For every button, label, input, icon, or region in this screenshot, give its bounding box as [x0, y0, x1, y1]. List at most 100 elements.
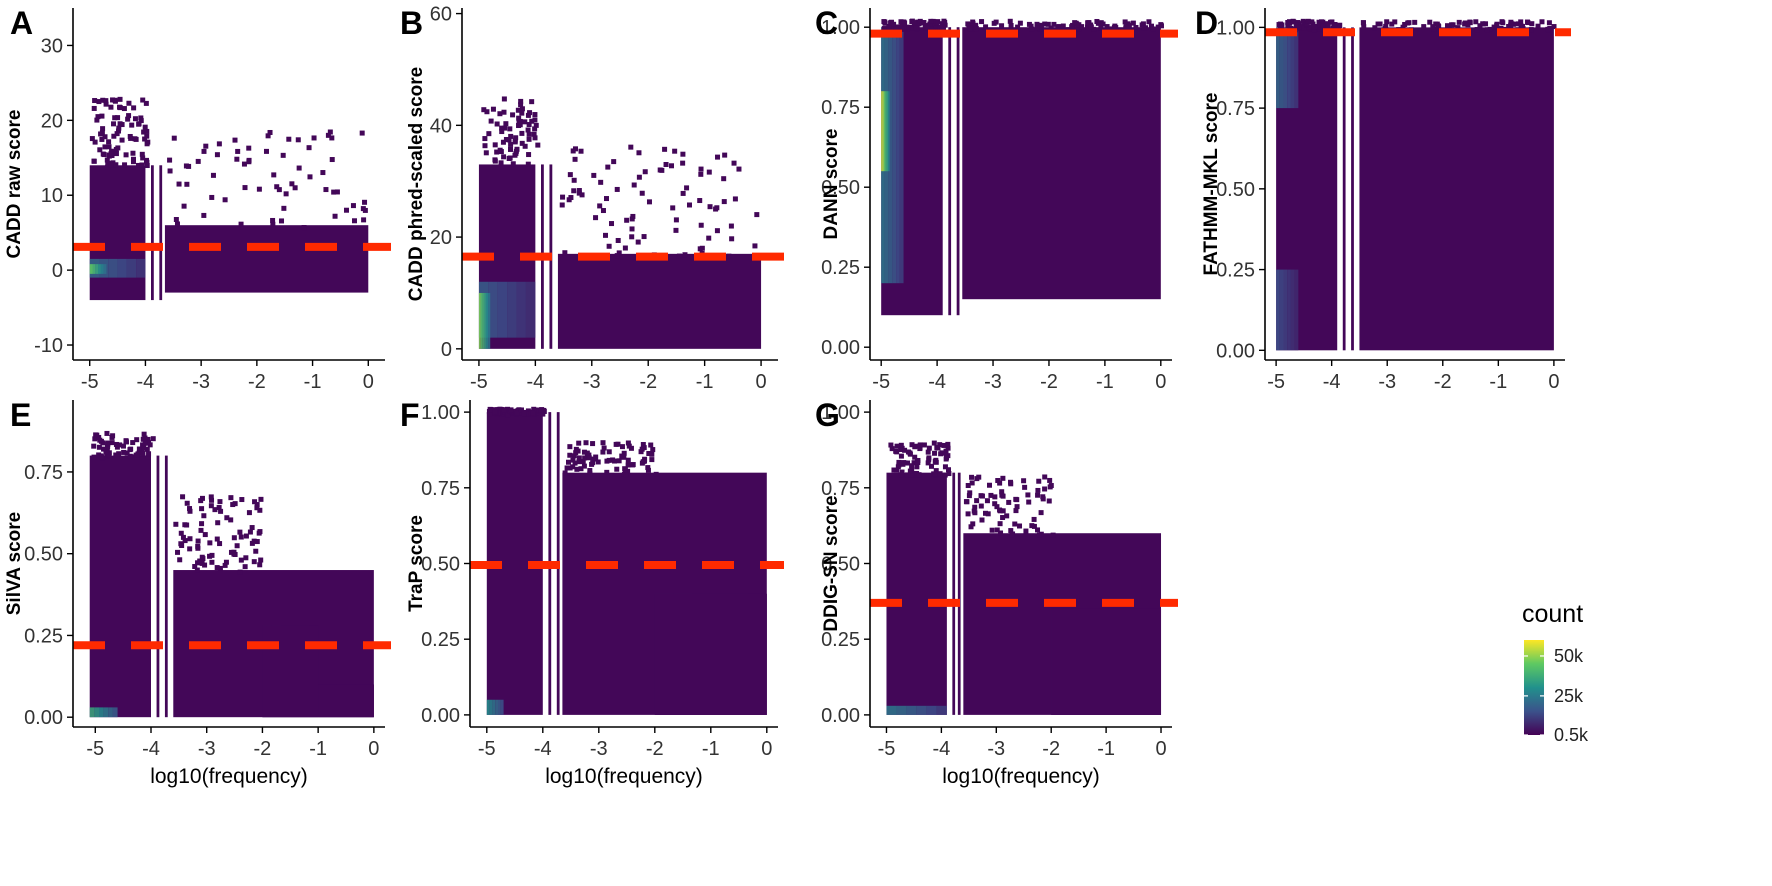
- sparse-cell: [214, 152, 220, 158]
- sparse-cell: [207, 553, 213, 559]
- sparse-cell: [729, 236, 735, 242]
- sparse-cell: [1430, 24, 1436, 30]
- sparse-cell: [582, 455, 588, 461]
- sparse-cell: [1305, 18, 1311, 24]
- sparse-cell: [916, 472, 922, 478]
- sparse-cell: [625, 440, 631, 446]
- sparse-cell: [243, 555, 249, 561]
- sparse-cell: [247, 529, 253, 535]
- sparse-cell: [567, 465, 573, 471]
- x-tick-label: -1: [1097, 738, 1115, 760]
- sparse-cell: [680, 190, 686, 196]
- sparse-cell: [173, 521, 179, 527]
- sparse-cell: [662, 146, 668, 152]
- sparse-cell: [216, 505, 222, 511]
- sparse-cell: [1515, 21, 1521, 27]
- y-tick-label: 20: [41, 110, 63, 132]
- sparse-cell: [645, 465, 651, 471]
- sparse-cell: [195, 158, 201, 164]
- sparse-cell: [91, 443, 97, 449]
- sparse-cell: [105, 164, 111, 170]
- sparse-cell: [514, 410, 520, 416]
- sparse-cell: [234, 543, 240, 549]
- x-axis-label: log10(frequency): [942, 765, 1100, 788]
- sparse-cell: [969, 474, 975, 480]
- sparse-cell: [576, 455, 582, 461]
- sparse-cell: [503, 136, 509, 142]
- sparse-cell: [1021, 478, 1027, 484]
- sparse-cell: [222, 197, 228, 203]
- sparse-cell: [1076, 22, 1082, 28]
- sparse-cell: [1360, 20, 1366, 26]
- sparse-cell: [752, 243, 758, 249]
- sparse-cell: [323, 187, 329, 193]
- sparse-cell: [706, 235, 712, 241]
- sparse-cell: [917, 442, 923, 448]
- heatmap-column-block: [164, 455, 168, 718]
- sparse-cell: [934, 445, 940, 451]
- sparse-cell: [502, 125, 508, 131]
- sparse-cell: [1148, 23, 1154, 29]
- sparse-cell: [938, 451, 944, 457]
- sparse-cell: [894, 467, 900, 473]
- sparse-cell: [481, 107, 487, 113]
- sparse-cell: [532, 135, 538, 141]
- sparse-cell: [116, 451, 122, 457]
- heatmap-density-cell: [112, 707, 118, 718]
- heatmap-density-region: [318, 684, 374, 718]
- sparse-cell: [238, 221, 244, 227]
- legend-title: count: [1522, 600, 1583, 628]
- sparse-cell: [230, 502, 236, 508]
- sparse-cell: [973, 26, 979, 32]
- sparse-cell: [146, 440, 152, 446]
- sparse-cell: [906, 24, 912, 30]
- sparse-cell: [214, 565, 220, 571]
- y-tick-label: 0.50: [1216, 179, 1255, 201]
- sparse-cell: [187, 508, 193, 514]
- y-tick-label: 1.00: [821, 17, 860, 39]
- sparse-cell: [99, 454, 105, 460]
- sparse-cell: [1155, 24, 1161, 30]
- sparse-cell: [640, 459, 646, 465]
- sparse-cell: [199, 521, 205, 527]
- y-tick-label: 0.25: [821, 629, 860, 651]
- sparse-cell: [714, 205, 720, 211]
- sparse-cell: [1524, 19, 1530, 25]
- heatmap-density-cell: [1279, 27, 1284, 109]
- sparse-cell: [246, 510, 252, 516]
- sparse-cell: [482, 136, 488, 142]
- sparse-cell: [1449, 22, 1455, 28]
- sparse-cell: [274, 184, 280, 190]
- sparse-cell: [111, 133, 117, 139]
- sparse-cell: [1050, 532, 1056, 538]
- sparse-cell: [888, 442, 894, 448]
- sparse-cell: [966, 493, 972, 499]
- sparse-cell: [680, 160, 686, 166]
- heatmap-column-block: [1359, 27, 1554, 351]
- sparse-cell: [497, 147, 503, 153]
- sparse-cell: [270, 221, 276, 227]
- sparse-cell: [967, 26, 973, 32]
- y-tick-label: 0.00: [24, 707, 63, 729]
- sparse-cell: [130, 156, 136, 162]
- sparse-cell: [567, 444, 573, 450]
- sparse-cell: [510, 161, 516, 167]
- heatmap-density-cell: [525, 281, 536, 338]
- sparse-cell: [224, 515, 230, 521]
- sparse-cell: [1042, 21, 1048, 27]
- heatmap-density-cell: [1276, 269, 1280, 351]
- sparse-cell: [209, 559, 215, 565]
- sparse-cell: [886, 25, 892, 31]
- sparse-cell: [192, 563, 198, 569]
- sparse-cell: [199, 506, 205, 512]
- sparse-cell: [1025, 492, 1031, 498]
- sparse-cell: [102, 144, 108, 150]
- sparse-cell: [669, 163, 675, 169]
- sparse-cell: [139, 151, 145, 157]
- sparse-cell: [117, 442, 123, 448]
- sparse-cell: [902, 20, 908, 26]
- sparse-cell: [1029, 523, 1035, 529]
- y-tick-label: 0.75: [821, 478, 860, 500]
- sparse-cell: [532, 117, 538, 123]
- sparse-cell: [645, 467, 651, 473]
